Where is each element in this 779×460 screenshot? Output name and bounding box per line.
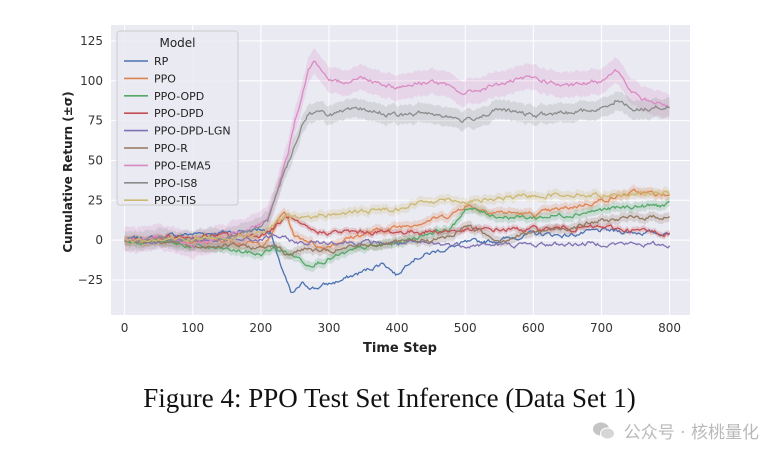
watermark-text: 公众号 · 核桃量化 — [623, 423, 759, 443]
x-tick-label: 500 — [454, 321, 477, 335]
watermark: 公众号 · 核桃量化 — [592, 418, 759, 443]
band-ppo-r — [124, 210, 670, 260]
y-tick-labels: −25 0 25 50 75 100 125 — [78, 34, 103, 287]
series-line-ppo-dpd — [124, 215, 671, 243]
x-tick-label: 200 — [249, 321, 272, 335]
legend: Model RP PPO PPO-OPD PPO-DPD PPO-DPD-LGN PPO-… — [116, 30, 239, 207]
x-tick-label: 600 — [522, 321, 545, 335]
series-line-ppo — [124, 188, 670, 250]
legend-label-ppo-dpd-lgn: PPO-DPD-LGN — [154, 125, 231, 138]
figure-caption: Figure 4: PPO Test Set Inference (Data S… — [143, 383, 636, 413]
series-layer — [124, 48, 671, 294]
legend-label-ppo-opd: PPO-OPD — [154, 90, 204, 103]
y-tick-label: 50 — [88, 153, 103, 167]
legend-label-ppo-dpd: PPO-DPD — [154, 107, 204, 120]
legend-label-ppo: PPO — [154, 72, 176, 85]
x-tick-label: 700 — [590, 321, 613, 335]
series-line-ppo-is8 — [124, 99, 670, 244]
y-axis-label: Cumulative Return (±σ) — [61, 91, 75, 252]
x-tick-label: 800 — [658, 321, 681, 335]
legend-items: RP PPO PPO-OPD PPO-DPD PPO-DPD-LGN PPO-R PPO-E… — [124, 55, 231, 207]
legend-label-ppo-ema5: PPO-EMA5 — [154, 159, 211, 172]
legend-label-ppo-tis: PPO-TIS — [154, 194, 196, 207]
series-line-ppo-r — [124, 214, 670, 256]
x-axis-label: Time Step — [363, 341, 437, 356]
legend-title: Model — [159, 36, 195, 50]
y-tick-label: 75 — [88, 114, 103, 128]
y-tick-label: 25 — [88, 193, 103, 207]
y-tick-label: −25 — [78, 273, 103, 287]
series-lines — [124, 60, 671, 294]
legend-label-ppo-r: PPO-R — [154, 142, 188, 155]
legend-label-ppo-is8: PPO-IS8 — [154, 177, 197, 190]
x-tick-label: 300 — [318, 321, 341, 335]
series-line-ppo-tis — [124, 190, 671, 244]
y-tick-label: 125 — [80, 34, 103, 48]
x-tick-label: 0 — [121, 321, 129, 335]
wechat-icon — [592, 422, 615, 439]
x-tick-label: 400 — [386, 321, 409, 335]
series-line-ppo-dpd-lgn — [124, 233, 671, 249]
x-tick-label: 100 — [181, 321, 204, 335]
y-tick-label: 100 — [80, 74, 103, 88]
series-line-rp — [124, 226, 670, 294]
legend-label-rp: RP — [154, 55, 169, 68]
legend-box — [116, 30, 239, 206]
chart: 0 100 200 300 400 500 600 700 800 −25 0 25 50 75 100 1… — [61, 25, 690, 356]
y-tick-label: 0 — [95, 233, 103, 247]
x-tick-labels: 0 100 200 300 400 500 600 700 800 — [121, 321, 681, 335]
